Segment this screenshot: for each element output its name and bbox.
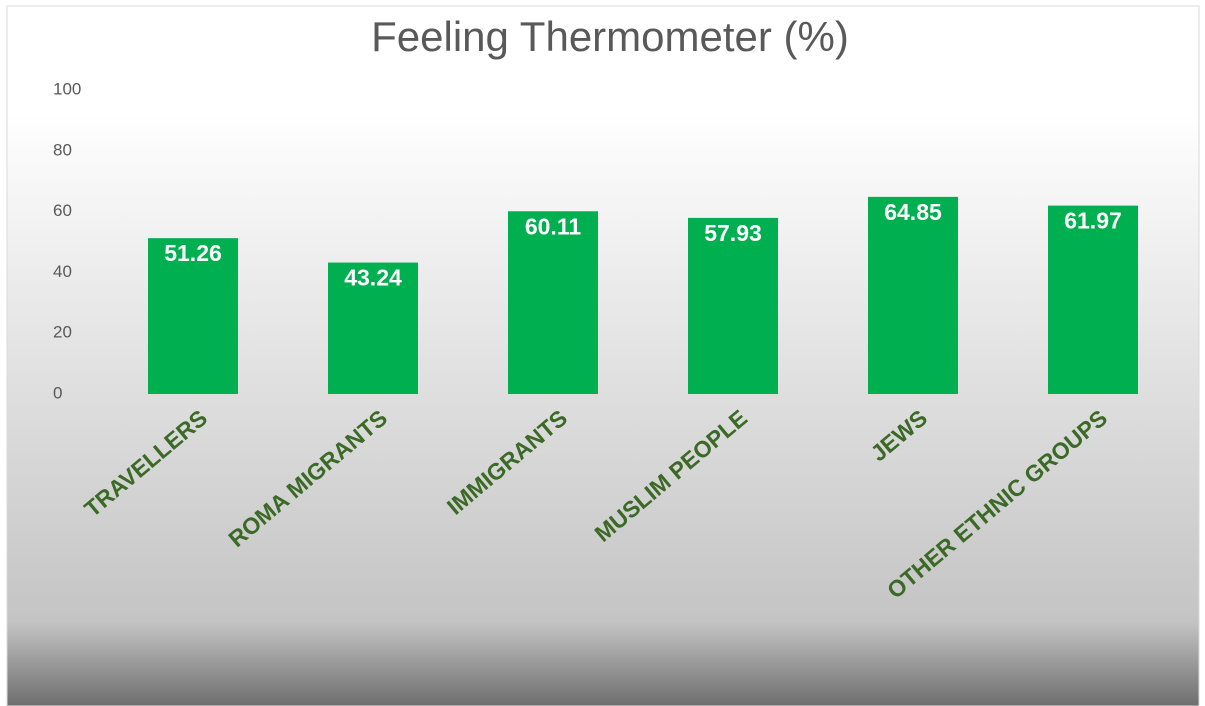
data-label: 43.24 — [344, 265, 402, 291]
bar — [868, 196, 958, 394]
data-label: 60.11 — [525, 213, 581, 239]
bar — [1048, 205, 1138, 394]
y-tick-label: 20 — [53, 323, 72, 342]
y-tick-label: 100 — [53, 79, 81, 98]
bar — [508, 211, 598, 394]
y-tick-label: 80 — [53, 140, 72, 159]
bar — [148, 238, 238, 394]
data-label: 51.26 — [164, 240, 222, 266]
y-tick-label: 0 — [53, 383, 62, 402]
data-label: 64.85 — [884, 199, 942, 225]
bar — [328, 262, 418, 394]
data-label: 61.97 — [1064, 208, 1122, 234]
y-tick-label: 40 — [53, 262, 72, 281]
bar — [688, 217, 778, 394]
chart-title: Feeling Thermometer (%) — [371, 13, 849, 60]
y-tick-label: 60 — [53, 201, 72, 220]
data-label: 57.93 — [704, 220, 762, 246]
